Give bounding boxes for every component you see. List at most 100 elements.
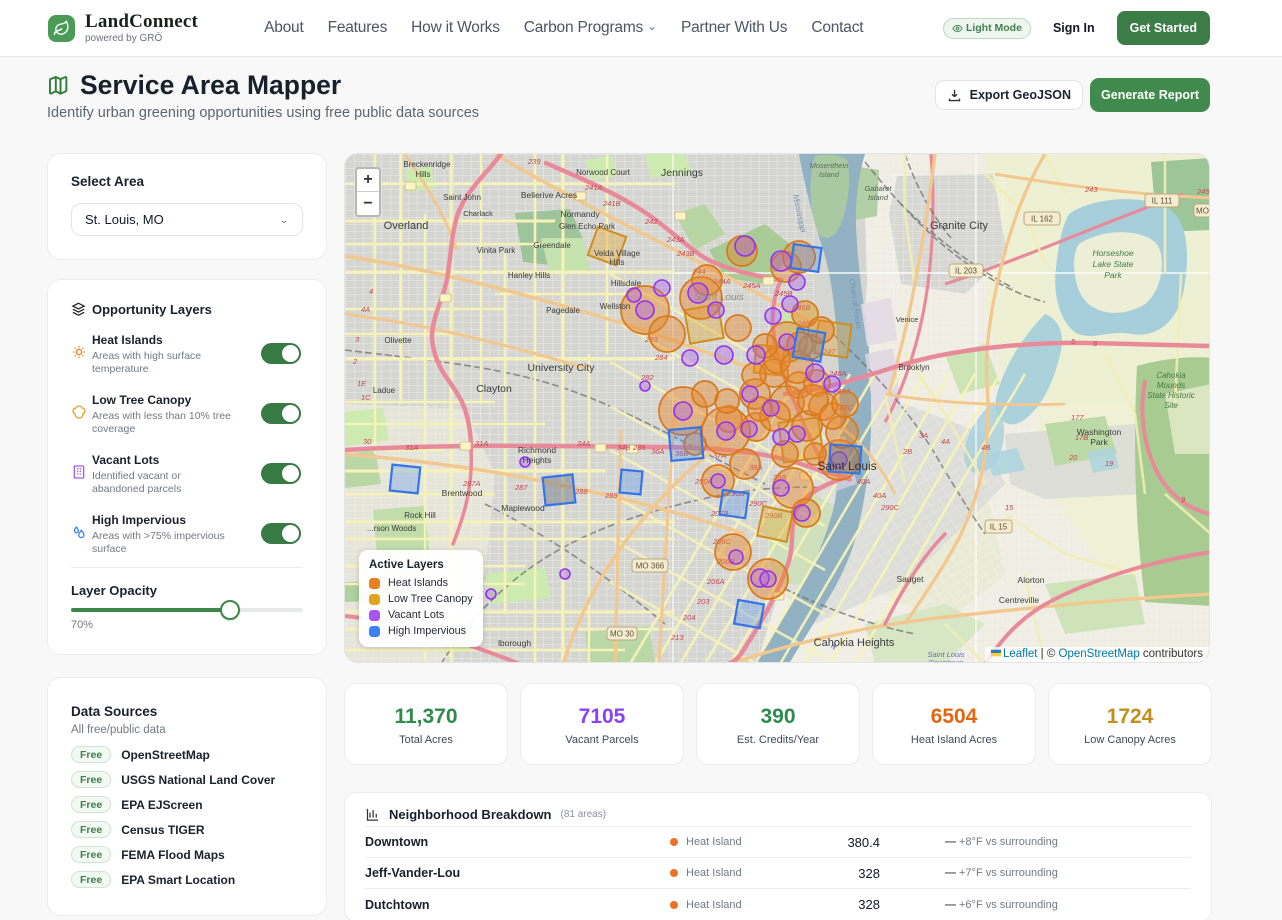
svg-text:State Historic: State Historic	[1147, 391, 1195, 400]
svg-text:Brentwood: Brentwood	[442, 488, 483, 498]
svg-text:Glen Echo Park: Glen Echo Park	[559, 222, 616, 231]
svg-text:203: 203	[696, 597, 710, 606]
svg-text:Island: Island	[819, 170, 840, 179]
svg-text:36A: 36A	[651, 447, 664, 456]
svg-text:4A: 4A	[361, 305, 370, 314]
svg-text:Washington: Washington	[1077, 427, 1122, 437]
svg-text:Hanley Hills: Hanley Hills	[508, 271, 550, 280]
svg-text:245A: 245A	[1196, 187, 1210, 196]
svg-text:30: 30	[363, 437, 372, 446]
svg-text:287A: 287A	[462, 479, 481, 488]
svg-text:1E: 1E	[357, 379, 367, 388]
svg-text:241B: 241B	[602, 199, 621, 208]
svg-text:Site: Site	[1164, 401, 1178, 410]
svg-text:Ladue: Ladue	[373, 386, 396, 395]
svg-text:9: 9	[1181, 495, 1186, 504]
svg-text:Mosenthein: Mosenthein	[810, 161, 849, 170]
svg-text:244: 244	[692, 267, 706, 276]
svg-text:243B: 243B	[676, 249, 695, 258]
svg-text:6: 6	[1093, 339, 1098, 348]
svg-text:Bellerive Acres: Bellerive Acres	[521, 190, 577, 200]
svg-text:lborough: lborough	[498, 638, 531, 648]
svg-text:Granite City: Granite City	[930, 220, 989, 232]
svg-text:Clayton: Clayton	[476, 383, 512, 395]
svg-text:15: 15	[1005, 503, 1014, 512]
svg-text:4: 4	[369, 287, 373, 296]
svg-text:Hills: Hills	[609, 258, 624, 267]
svg-text:Overland: Overland	[384, 220, 429, 232]
svg-text:Centreville: Centreville	[999, 595, 1039, 605]
svg-text:Charlack: Charlack	[463, 209, 493, 218]
svg-text:IL 15: IL 15	[990, 523, 1008, 532]
svg-text:283: 283	[644, 335, 658, 344]
svg-text:Horseshoe: Horseshoe	[1092, 248, 1133, 258]
svg-text:IL 203: IL 203	[955, 267, 977, 276]
svg-text:Greendale: Greendale	[533, 241, 571, 250]
svg-text:36B: 36B	[675, 449, 688, 458]
svg-text:290A: 290A	[694, 477, 713, 486]
svg-text:Saint Louis: Saint Louis	[694, 292, 743, 303]
svg-text:Brooklyn: Brooklyn	[898, 363, 929, 372]
svg-text:4B: 4B	[981, 443, 990, 452]
svg-text:IL 111: IL 111	[1152, 197, 1173, 206]
svg-text:Island: Island	[868, 193, 889, 202]
svg-text:31A: 31A	[475, 439, 488, 448]
svg-text:3A: 3A	[919, 431, 928, 440]
svg-text:Alorton: Alorton	[1018, 575, 1045, 585]
svg-text:247: 247	[822, 347, 836, 356]
svg-text:3: 3	[355, 335, 360, 344]
svg-text:1C: 1C	[361, 393, 371, 402]
svg-text:177: 177	[1071, 413, 1084, 422]
svg-text:MO 30: MO 30	[610, 630, 635, 639]
svg-text:2B: 2B	[902, 447, 912, 456]
svg-text:246B: 246B	[796, 319, 815, 328]
svg-text:38A: 38A	[749, 463, 762, 472]
svg-text:285: 285	[632, 443, 646, 452]
svg-text:Breckenridge: Breckenridge	[403, 160, 451, 169]
svg-text:205C: 205C	[712, 537, 732, 546]
svg-text:34A: 34A	[577, 439, 590, 448]
svg-text:University City: University City	[527, 362, 595, 374]
svg-text:242: 242	[644, 217, 658, 226]
svg-text:Olivette: Olivette	[384, 336, 412, 345]
svg-text:17B: 17B	[1075, 433, 1088, 442]
svg-text:Venice: Venice	[896, 315, 919, 324]
svg-text:287: 287	[514, 483, 528, 492]
svg-text:Cahokia: Cahokia	[1156, 371, 1186, 380]
svg-text:Saint Louis: Saint Louis	[817, 459, 876, 473]
svg-text:37A: 37A	[713, 451, 726, 460]
svg-text:MO: MO	[1196, 207, 1209, 216]
svg-text:IL 162: IL 162	[1031, 215, 1053, 224]
svg-text:Saint John: Saint John	[443, 193, 481, 202]
svg-text:Wellston: Wellston	[600, 302, 631, 311]
svg-text:246B: 246B	[792, 303, 811, 312]
svg-text:MO 366: MO 366	[636, 562, 665, 571]
svg-text:20: 20	[1068, 453, 1078, 462]
svg-text:282: 282	[640, 373, 654, 382]
svg-text:Gabaret: Gabaret	[864, 184, 892, 193]
svg-text:31A: 31A	[405, 443, 418, 452]
svg-text:Mounds: Mounds	[1157, 381, 1185, 390]
svg-text:288: 288	[574, 487, 588, 496]
svg-text:Pagedale: Pagedale	[546, 306, 580, 315]
svg-text:40A: 40A	[857, 477, 870, 486]
svg-text:243: 243	[1084, 185, 1098, 194]
svg-text:19: 19	[1105, 459, 1114, 468]
svg-text:248A: 248A	[828, 369, 847, 378]
svg-text:Velda Village: Velda Village	[594, 249, 641, 258]
svg-text:38B: 38B	[773, 473, 786, 482]
svg-text:284: 284	[654, 353, 668, 362]
svg-text:✈: ✈	[830, 642, 838, 652]
svg-text:204: 204	[682, 613, 696, 622]
svg-text:290B: 290B	[726, 489, 745, 498]
svg-text:245A: 245A	[742, 281, 761, 290]
svg-text:4A: 4A	[941, 437, 950, 446]
svg-text:Sauget: Sauget	[897, 574, 925, 584]
svg-text:Norwood Court: Norwood Court	[576, 168, 631, 177]
svg-text:239: 239	[527, 157, 541, 166]
svg-text:Lake State: Lake State	[1093, 259, 1134, 269]
svg-text:...rson Woods: ...rson Woods	[367, 524, 416, 533]
svg-text:Hillsdale: Hillsdale	[611, 279, 642, 288]
svg-text:290C: 290C	[748, 499, 768, 508]
svg-text:Cahokia Heights: Cahokia Heights	[814, 637, 895, 649]
